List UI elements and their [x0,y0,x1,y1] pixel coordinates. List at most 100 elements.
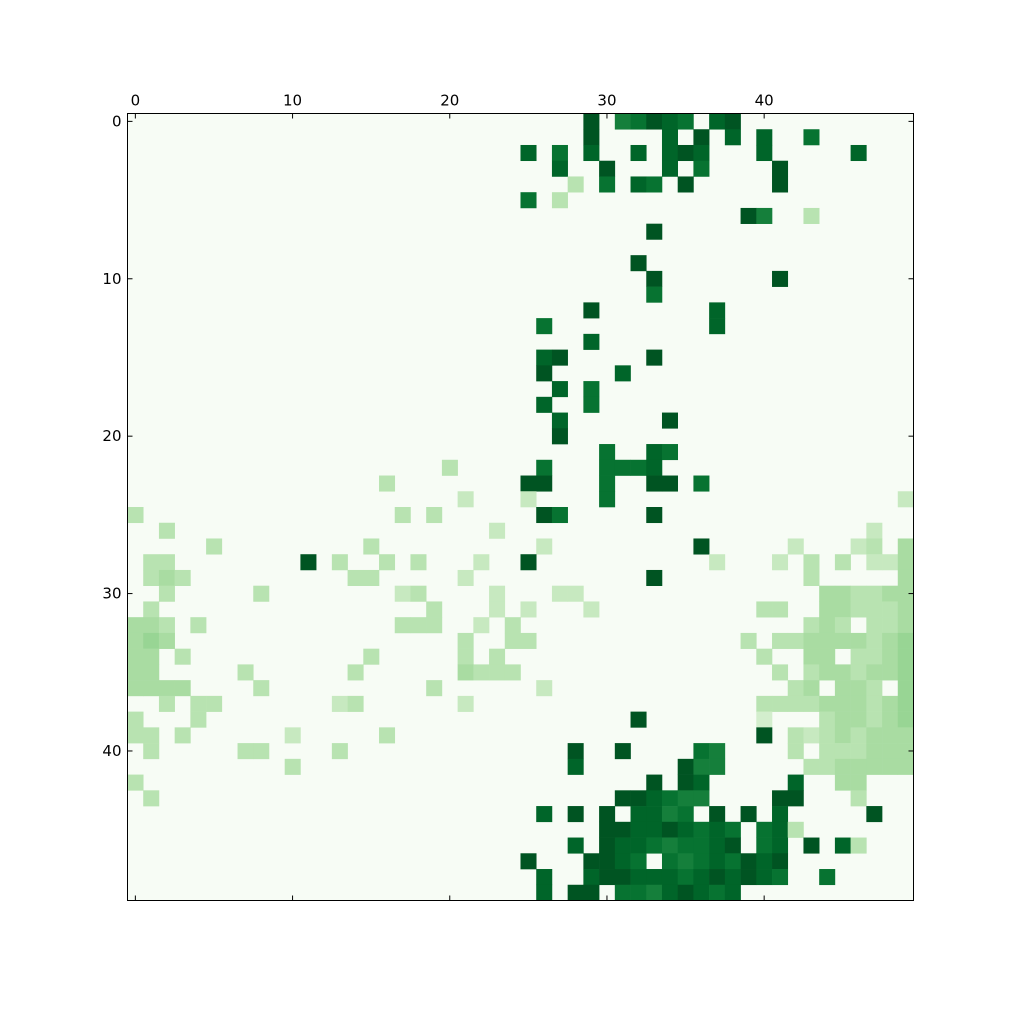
heatmap-cell [614,821,631,838]
heatmap-cell [661,837,678,854]
heatmap-cell [127,774,144,791]
heatmap-cell [614,837,631,854]
heatmap-cell [536,884,553,901]
heatmap-cell [457,491,474,508]
heatmap-cell [693,743,710,760]
heatmap-cell [677,821,694,838]
heatmap-cell [709,318,726,335]
heatmap-cell [897,758,914,775]
heatmap-cell [850,601,867,618]
heatmap-cell [614,459,631,476]
heatmap-cell [347,695,364,712]
heatmap-cell [630,853,647,870]
heatmap-cell [158,632,175,649]
heatmap-cell [772,806,789,823]
heatmap-cell [819,727,836,744]
heatmap-cell [693,160,710,177]
heatmap-cell [866,680,883,697]
heatmap-cell [819,743,836,760]
axis-ticks [127,113,914,901]
heatmap-cell [599,444,616,461]
heatmap-cell [551,349,568,366]
heatmap-cell [772,853,789,870]
heatmap-cell [158,680,175,697]
heatmap-cell [677,853,694,870]
heatmap-cell [866,554,883,571]
heatmap-cell [803,727,820,744]
heatmap-cell [834,758,851,775]
heatmap-cell [677,113,694,130]
heatmap-cell [772,837,789,854]
heatmap-cell [520,632,537,649]
heatmap-cell [284,727,301,744]
heatmap-cell [614,113,631,130]
heatmap-cell [866,711,883,728]
heatmap-cell [520,192,537,209]
heatmap-cell [536,318,553,335]
heatmap-cell [803,758,820,775]
heatmap-cell [693,538,710,555]
heatmap-cell [709,853,726,870]
heatmap-cell [646,444,663,461]
heatmap-cell [803,129,820,146]
heatmap-cell [551,412,568,429]
heatmap-cell [709,758,726,775]
heatmap-cell [630,821,647,838]
heatmap-cell [661,160,678,177]
heatmap-cell [819,632,836,649]
heatmap-cell [897,632,914,649]
heatmap-cell [661,475,678,492]
heatmap-cell [599,160,616,177]
heatmap-cell [772,632,789,649]
heatmap-cell [599,459,616,476]
heatmap-cell [850,648,867,665]
heatmap-cell [834,664,851,681]
heatmap-cell [677,774,694,791]
heatmap-cell [630,837,647,854]
heatmap-cell [284,758,301,775]
heatmap-cell [551,160,568,177]
heatmap-cell [772,695,789,712]
heatmap-cell [646,884,663,901]
heatmap-cell [803,617,820,634]
heatmap-cell [866,585,883,602]
heatmap-cell [394,585,411,602]
heatmap-cell [599,821,616,838]
heatmap-cell [646,113,663,130]
heatmap-cell [630,711,647,728]
heatmap-cell [834,743,851,760]
heatmap-cell [143,648,160,665]
heatmap-cell [520,853,537,870]
heatmap-cell [709,806,726,823]
heatmap-cell [724,869,741,886]
heatmap-cell [897,664,914,681]
heatmap-cell [646,806,663,823]
heatmap-cell [897,554,914,571]
heatmap-cell [520,475,537,492]
heatmap-cell [379,475,396,492]
heatmap-cell [127,727,144,744]
heatmap-cell [583,396,600,413]
heatmap-cell [363,569,380,586]
heatmap-cell [567,837,584,854]
heatmap-cell [803,664,820,681]
heatmap-cell [834,695,851,712]
heatmap-cell [646,176,663,193]
heatmap-cell [740,853,757,870]
heatmap-cell [174,569,191,586]
heatmap-cell [803,554,820,571]
heatmap-cell [646,869,663,886]
heatmap-cell [646,286,663,303]
heatmap-cell [834,601,851,618]
heatmap-cell [190,711,207,728]
heatmap-cell [394,617,411,634]
heatmap-cell [661,113,678,130]
heatmap-cell [583,129,600,146]
heatmap-cell [237,743,254,760]
heatmap-cell [866,695,883,712]
heatmap-cell [426,680,443,697]
heatmap-cell [583,333,600,350]
heatmap-cell [630,255,647,272]
heatmap-cell [897,680,914,697]
heatmap-cell [661,790,678,807]
